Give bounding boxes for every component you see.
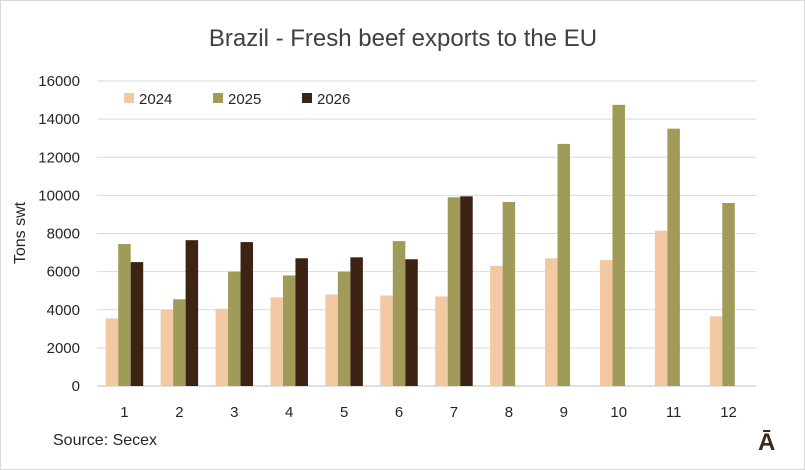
y-tick-label: 14000 [38, 111, 80, 128]
bar-2026-2 [185, 240, 199, 386]
x-tick-label: 5 [340, 404, 348, 421]
bar-2025-10 [612, 104, 625, 386]
bar-2024-3 [215, 308, 229, 386]
x-tick-label: 1 [120, 404, 128, 421]
legend: 2024 2025 2026 [124, 91, 350, 108]
x-tick-labels: 1 2 3 4 5 6 7 8 9 10 11 12 [120, 404, 737, 421]
bar-2024-6 [380, 295, 393, 386]
x-tick-label: 10 [610, 404, 627, 421]
y-tick-label: 2000 [47, 340, 80, 357]
chart-title: Brazil - Fresh beef exports to the EU [209, 25, 597, 52]
bar-2024-8 [490, 265, 503, 386]
bar-2025-3 [228, 271, 241, 386]
legend-label-2024: 2024 [139, 91, 172, 108]
bar-2026-3 [240, 242, 254, 386]
logo: Ā [758, 429, 776, 456]
y-tick-label: 0 [72, 378, 80, 395]
y-tick-label: 6000 [47, 264, 80, 281]
gridlines [97, 80, 756, 387]
bar-2025-11 [667, 128, 680, 386]
x-tick-label: 2 [175, 404, 183, 421]
bar-2024-2 [160, 309, 174, 386]
bar-2024-4 [270, 297, 283, 386]
bar-2024-9 [545, 258, 558, 386]
y-tick-label: 12000 [38, 149, 80, 166]
bar-2025-1 [118, 243, 131, 386]
bar-2026-5 [350, 257, 363, 386]
bar-2026-6 [405, 259, 418, 386]
legend-label-2026: 2026 [317, 91, 350, 108]
x-tick-label: 4 [285, 404, 293, 421]
y-tick-label: 10000 [38, 187, 80, 204]
x-tick-label: 7 [450, 404, 458, 421]
y-axis-label: Tons swt [12, 201, 29, 264]
y-tick-label: 16000 [38, 73, 80, 90]
source-note: Source: Secex [53, 432, 158, 449]
bar-2025-8 [502, 202, 516, 386]
x-tick-label: 3 [230, 404, 238, 421]
bar-2024-7 [435, 296, 448, 386]
bar-2024-12 [709, 316, 723, 386]
bar-2025-6 [392, 241, 406, 386]
y-tick-label: 4000 [47, 302, 80, 319]
bar-2025-5 [337, 271, 351, 386]
bar-2025-4 [282, 275, 296, 386]
x-tick-label: 6 [395, 404, 403, 421]
x-tick-label: 8 [505, 404, 513, 421]
bar-2025-7 [447, 197, 461, 386]
bar-2024-10 [599, 260, 613, 386]
x-tick-label: 11 [666, 404, 682, 421]
legend-swatch-2026 [302, 93, 312, 103]
legend-label-2025: 2025 [228, 91, 261, 108]
bar-2024-5 [325, 294, 338, 386]
y-tick-label: 8000 [47, 226, 80, 243]
legend-swatch-2024 [124, 93, 134, 103]
bar-2025-2 [173, 299, 186, 386]
bar-2026-4 [295, 258, 308, 386]
bar-2024-11 [654, 230, 668, 386]
bar-2026-7 [460, 196, 473, 386]
y-tick-labels: 0 2000 4000 6000 8000 10000 12000 14000 16000 [38, 73, 80, 395]
x-tick-label: 12 [720, 404, 737, 421]
bar-2026-1 [130, 262, 144, 386]
bar-2025-9 [557, 143, 571, 386]
bar-2024-1 [105, 318, 119, 386]
x-tick-label: 9 [560, 404, 568, 421]
bar-2025-12 [722, 203, 735, 386]
legend-swatch-2025 [213, 93, 223, 103]
bars [105, 104, 735, 386]
